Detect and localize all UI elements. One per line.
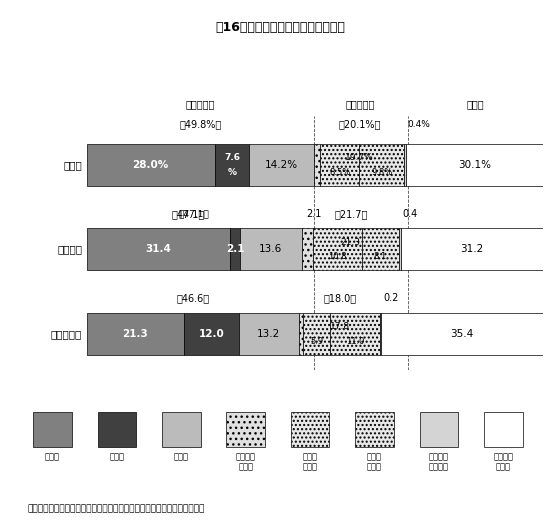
Text: 12.0: 12.0: [199, 329, 224, 339]
Bar: [312, 229, 362, 270]
Bar: [214, 144, 249, 186]
Bar: [87, 144, 214, 186]
Text: 13.2: 13.2: [257, 329, 281, 339]
Bar: [303, 313, 330, 355]
Text: 8.1: 8.1: [374, 252, 387, 261]
FancyBboxPatch shape: [419, 412, 458, 447]
Text: 単　独
事業費: 単 独 事業費: [367, 452, 382, 472]
Text: 17.8: 17.8: [330, 322, 349, 331]
Text: （18.0）: （18.0）: [324, 294, 357, 304]
FancyBboxPatch shape: [162, 412, 200, 447]
Text: 補　助
事業費: 補 助 事業費: [302, 452, 318, 472]
FancyBboxPatch shape: [226, 412, 265, 447]
Text: 2.1: 2.1: [306, 209, 321, 219]
Text: 9.8%: 9.8%: [371, 168, 392, 177]
Text: 21.3: 21.3: [340, 238, 361, 247]
Bar: [87, 313, 184, 355]
Text: 8.5%: 8.5%: [329, 168, 351, 177]
Text: （49.8%）: （49.8%）: [179, 120, 222, 130]
Bar: [381, 313, 543, 355]
Text: その他: その他: [466, 99, 484, 109]
Bar: [401, 229, 543, 270]
Text: （47.1）: （47.1）: [179, 210, 209, 219]
Text: 21.3: 21.3: [123, 329, 148, 339]
Text: 14.2%: 14.2%: [265, 160, 298, 170]
Text: 0.4: 0.4: [402, 209, 417, 219]
Bar: [302, 229, 312, 270]
Bar: [249, 144, 314, 186]
Text: （20.1%）: （20.1%）: [339, 120, 381, 130]
Bar: [330, 313, 380, 355]
Text: %: %: [227, 168, 236, 177]
Bar: [399, 229, 401, 270]
Text: （47.1）: （47.1）: [172, 209, 205, 219]
Text: 扶助費: 扶助費: [109, 452, 124, 461]
Text: 31.2: 31.2: [460, 244, 484, 254]
FancyBboxPatch shape: [484, 412, 522, 447]
Text: その他投
資的経費: その他投 資的経費: [429, 452, 449, 472]
Text: 35.4: 35.4: [450, 329, 474, 339]
Bar: [239, 313, 299, 355]
Bar: [362, 229, 399, 270]
Text: 2.1: 2.1: [226, 244, 244, 254]
Text: 19.7%: 19.7%: [344, 153, 374, 162]
FancyBboxPatch shape: [33, 412, 72, 447]
Text: 13.6: 13.6: [259, 244, 282, 254]
Text: 7.6: 7.6: [224, 153, 240, 162]
FancyBboxPatch shape: [291, 412, 329, 447]
Text: 0.2: 0.2: [383, 294, 398, 304]
Bar: [404, 144, 406, 186]
Bar: [230, 229, 240, 270]
Text: 都道府県: 都道府県: [57, 244, 82, 254]
Bar: [314, 144, 320, 186]
Text: 11.0: 11.0: [346, 337, 365, 346]
Text: 第16図　性質別歳出決算額の構成比: 第16図 性質別歳出決算額の構成比: [215, 21, 345, 34]
Text: （46.6）: （46.6）: [176, 294, 209, 304]
Text: 30.1%: 30.1%: [458, 160, 491, 170]
Text: （注）　（　）内の数値は、義務的経費及び投資的経費の構成比である。: （注） （ ）内の数値は、義務的経費及び投資的経費の構成比である。: [28, 504, 206, 513]
Text: 純　計: 純 計: [63, 160, 82, 170]
Bar: [240, 229, 302, 270]
Text: 0.4%: 0.4%: [407, 120, 430, 129]
FancyBboxPatch shape: [97, 412, 136, 447]
Text: その他の
経　費: その他の 経 費: [493, 452, 514, 472]
Bar: [87, 229, 230, 270]
Bar: [360, 144, 404, 186]
Text: 5.9: 5.9: [310, 337, 323, 346]
FancyBboxPatch shape: [355, 412, 394, 447]
Text: 義務的経費: 義務的経費: [186, 99, 215, 109]
Text: 31.4: 31.4: [146, 244, 171, 254]
Bar: [406, 144, 543, 186]
Bar: [380, 313, 381, 355]
Bar: [184, 313, 239, 355]
Text: 投資的経費: 投資的経費: [346, 99, 375, 109]
Bar: [299, 313, 303, 355]
Text: 10.8: 10.8: [328, 252, 347, 261]
Text: 市　町　村: 市 町 村: [51, 329, 82, 339]
Text: 人件費: 人件費: [45, 452, 60, 461]
Bar: [320, 144, 360, 186]
Text: 公債費: 公債費: [174, 452, 189, 461]
Text: （21.7）: （21.7）: [334, 209, 368, 219]
Text: 28.0%: 28.0%: [133, 160, 169, 170]
Text: 普通建設
事業費: 普通建設 事業費: [236, 452, 256, 472]
